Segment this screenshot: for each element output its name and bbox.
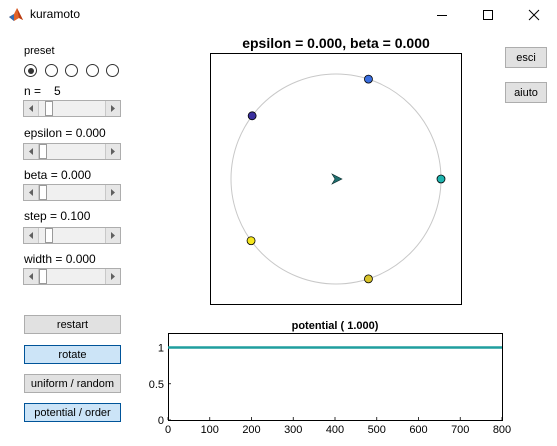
beta-slider[interactable] bbox=[23, 184, 121, 201]
y-tick-label: 0 bbox=[158, 415, 164, 427]
circle-plot-title: epsilon = 0.000, beta = 0.000 bbox=[242, 35, 430, 51]
x-tick-label: 500 bbox=[368, 424, 386, 436]
y-tick-label: 1 bbox=[158, 343, 164, 355]
n-slider-left-arrow-icon[interactable] bbox=[24, 101, 39, 116]
oscillator-point-3 bbox=[246, 236, 256, 246]
rotate-button[interactable]: rotate bbox=[24, 345, 121, 364]
beta-label: beta = 0.000 bbox=[24, 168, 92, 182]
potential-line-chart: 0 100 200 300 400 500 600 700 800 0 0.5 1 bbox=[149, 333, 511, 436]
preset-radio-4[interactable] bbox=[85, 64, 99, 77]
oscillator-point-5 bbox=[436, 174, 446, 184]
preset-radio-5[interactable] bbox=[106, 64, 119, 77]
n-value: 5 bbox=[54, 84, 61, 98]
x-tick-label: 200 bbox=[242, 424, 260, 436]
epsilon-slider-right-arrow-icon[interactable] bbox=[105, 144, 120, 159]
esci-button[interactable]: esci bbox=[505, 47, 547, 68]
oscillator-point-4 bbox=[364, 274, 373, 284]
oscillator-circle-plot bbox=[210, 53, 462, 305]
close-button[interactable] bbox=[511, 0, 557, 30]
width-label: width = 0.000 bbox=[24, 252, 96, 266]
n-slider[interactable] bbox=[23, 100, 121, 117]
step-slider-thumb[interactable] bbox=[44, 228, 53, 243]
n-slider-right-arrow-icon[interactable] bbox=[105, 101, 120, 116]
epsilon-label: epsilon = 0.000 bbox=[24, 126, 106, 140]
window-title: kuramoto bbox=[30, 7, 81, 21]
n-label: n = bbox=[24, 84, 42, 98]
beta-slider-right-arrow-icon[interactable] bbox=[105, 185, 120, 200]
oscillator-point-2 bbox=[247, 111, 257, 121]
matlab-icon bbox=[9, 8, 23, 21]
width-slider-right-arrow-icon[interactable] bbox=[105, 269, 120, 284]
epsilon-slider[interactable] bbox=[23, 143, 121, 160]
x-tick-label: 800 bbox=[493, 424, 511, 436]
x-tick-label: 600 bbox=[409, 424, 427, 436]
title-bar: kuramoto bbox=[0, 0, 557, 30]
epsilon-slider-thumb[interactable] bbox=[39, 144, 47, 159]
step-slider-left-arrow-icon[interactable] bbox=[24, 228, 39, 243]
minimize-button[interactable] bbox=[419, 0, 465, 30]
beta-slider-thumb[interactable] bbox=[39, 185, 47, 200]
epsilon-slider-left-arrow-icon[interactable] bbox=[24, 144, 39, 159]
order-parameter-arrow bbox=[331, 173, 343, 185]
x-tick-label: 700 bbox=[451, 424, 469, 436]
x-tick-label: 400 bbox=[326, 424, 344, 436]
potential-order-button[interactable]: potential / order bbox=[24, 403, 121, 422]
step-label: step = 0.100 bbox=[24, 209, 91, 223]
uniform-random-button[interactable]: uniform / random bbox=[24, 374, 121, 393]
step-slider-right-arrow-icon[interactable] bbox=[105, 228, 120, 243]
x-tick-label: 300 bbox=[284, 424, 302, 436]
width-slider-left-arrow-icon[interactable] bbox=[24, 269, 39, 284]
step-slider[interactable] bbox=[23, 227, 121, 244]
n-slider-thumb[interactable] bbox=[44, 101, 53, 116]
aiuto-button[interactable]: aiuto bbox=[505, 82, 547, 103]
maximize-icon bbox=[483, 10, 493, 20]
x-tick-label: 0 bbox=[165, 424, 171, 436]
close-icon bbox=[528, 9, 540, 21]
preset-radio-1[interactable] bbox=[24, 64, 37, 77]
potential-plot-title: potential ( 1.000) bbox=[291, 320, 379, 332]
restart-button[interactable]: restart bbox=[24, 315, 121, 334]
minimize-icon bbox=[437, 15, 447, 16]
preset-radio-2[interactable] bbox=[44, 64, 58, 77]
beta-slider-left-arrow-icon[interactable] bbox=[24, 185, 39, 200]
maximize-button[interactable] bbox=[465, 0, 511, 30]
width-slider[interactable] bbox=[23, 268, 121, 285]
width-slider-thumb[interactable] bbox=[39, 269, 47, 284]
y-tick-label: 0.5 bbox=[149, 379, 164, 391]
preset-label: preset bbox=[24, 45, 55, 57]
oscillator-point-1 bbox=[364, 74, 373, 84]
preset-radio-3[interactable] bbox=[65, 64, 78, 77]
x-tick-label: 100 bbox=[201, 424, 219, 436]
